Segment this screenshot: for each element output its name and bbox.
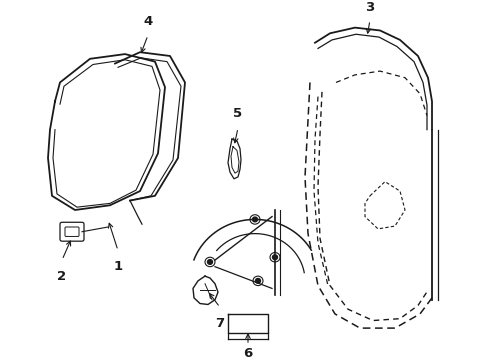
Text: 6: 6 (243, 347, 252, 360)
Text: 5: 5 (233, 107, 242, 120)
Circle shape (272, 255, 277, 260)
Text: 3: 3 (365, 1, 374, 14)
Circle shape (252, 217, 257, 222)
Text: 2: 2 (57, 270, 66, 283)
Circle shape (207, 260, 212, 264)
Circle shape (255, 279, 260, 283)
Text: 1: 1 (113, 260, 122, 273)
Text: 4: 4 (143, 15, 152, 28)
Text: 7: 7 (215, 317, 224, 330)
